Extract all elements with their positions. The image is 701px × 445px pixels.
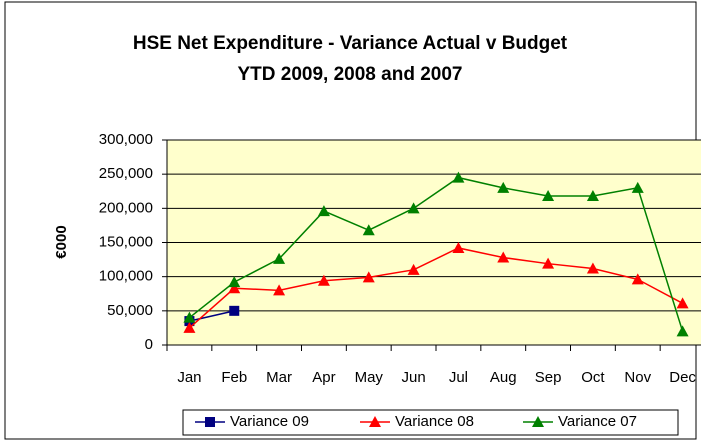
x-tick-label: Nov bbox=[624, 369, 651, 386]
legend-marker bbox=[205, 417, 215, 427]
point bbox=[229, 305, 240, 316]
chart-title: HSE Net Expenditure - Variance Actual v … bbox=[133, 33, 568, 54]
point bbox=[452, 241, 465, 253]
point bbox=[273, 252, 286, 264]
y-axis-label: €000 bbox=[53, 225, 70, 258]
series-line bbox=[188, 176, 684, 332]
point bbox=[542, 257, 555, 269]
x-tick-label: Dec bbox=[669, 369, 696, 386]
point bbox=[676, 325, 689, 337]
x-tick-label: Mar bbox=[266, 369, 292, 386]
legend-marker bbox=[369, 416, 381, 427]
point bbox=[228, 276, 241, 288]
point bbox=[586, 262, 599, 274]
x-tick-label: Feb bbox=[221, 369, 247, 386]
point bbox=[183, 311, 196, 323]
point bbox=[586, 190, 599, 202]
point bbox=[407, 202, 420, 214]
y-tick-label: 200,000 bbox=[99, 199, 153, 216]
point bbox=[452, 171, 465, 183]
x-tick-label: Jan bbox=[177, 369, 201, 386]
point bbox=[631, 181, 644, 193]
legend-box bbox=[182, 409, 679, 436]
point bbox=[407, 263, 420, 275]
x-tick-label: Aug bbox=[490, 369, 517, 386]
x-tick-label: May bbox=[355, 369, 384, 386]
series-line bbox=[188, 247, 683, 329]
y-tick-label: 250,000 bbox=[99, 165, 153, 182]
legend-label: Variance 09 bbox=[230, 413, 309, 430]
point bbox=[497, 251, 510, 263]
point bbox=[542, 190, 555, 202]
point bbox=[631, 273, 644, 285]
x-tick-label: Sep bbox=[535, 369, 562, 386]
y-tick-label: 0 bbox=[145, 336, 153, 353]
legend-label: Variance 07 bbox=[558, 413, 637, 430]
point bbox=[362, 271, 375, 283]
x-tick-label: Apr bbox=[312, 369, 335, 386]
point bbox=[676, 297, 689, 309]
x-tick-label: Jun bbox=[401, 369, 425, 386]
x-tick-label: Jul bbox=[449, 369, 468, 386]
legend-label: Variance 08 bbox=[395, 413, 474, 430]
point bbox=[317, 205, 330, 217]
point bbox=[362, 224, 375, 236]
x-tick-label: Oct bbox=[581, 369, 605, 386]
y-tick-label: 300,000 bbox=[99, 131, 153, 148]
y-tick-label: 50,000 bbox=[107, 302, 153, 319]
y-tick-label: 100,000 bbox=[99, 268, 153, 285]
y-tick-label: 150,000 bbox=[99, 233, 153, 250]
point bbox=[228, 282, 241, 294]
point bbox=[497, 181, 510, 193]
point bbox=[317, 274, 330, 286]
legend-marker bbox=[532, 416, 544, 427]
chart-subtitle: YTD 2009, 2008 and 2007 bbox=[238, 64, 463, 85]
point bbox=[273, 284, 286, 296]
series-line bbox=[189, 310, 235, 322]
point bbox=[183, 321, 196, 333]
